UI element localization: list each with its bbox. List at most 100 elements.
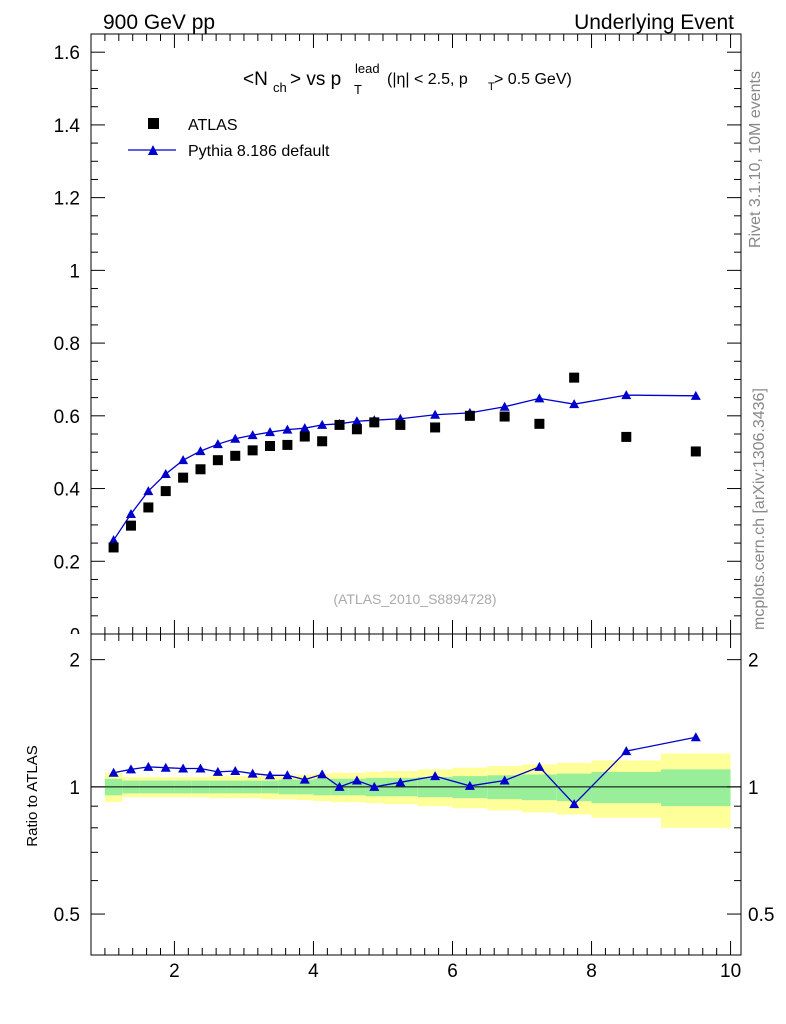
data-point [569, 372, 580, 383]
ratio-mc-point [108, 767, 119, 777]
ratio-y-tick-label-left: 0.5 [54, 905, 80, 926]
ratio-mc-point [351, 775, 362, 785]
ratio-mc-point [178, 763, 189, 773]
data-point [334, 419, 345, 430]
main-ytick-label-zero: 0 [70, 625, 80, 645]
mc-point [230, 433, 241, 443]
ratio-y-tick-label-right: 2 [748, 651, 759, 672]
data-point [351, 424, 362, 435]
legend: ATLAS Pythia 8.186 default [128, 117, 330, 160]
ratio-plot [91, 732, 741, 828]
mc-point [247, 430, 258, 440]
data-point [299, 431, 310, 442]
ratio-mc-point [534, 761, 545, 771]
ratio-y-tick-label-right: 0.5 [748, 905, 774, 926]
axes: 2 4 6 8 10 0.2 0.4 0.6 0.8 1 1.2 1.4 1.6 0.5 0.5 1 1 2 2 [54, 33, 774, 982]
mc-point [160, 469, 171, 478]
header-right: Underlying Event [574, 11, 734, 34]
ratio-mc-point [621, 746, 632, 756]
ratio-mc-point [334, 781, 345, 791]
title-cut-2: > 0.5 GeV) [494, 71, 572, 88]
mc-point [534, 393, 545, 403]
data-point [195, 464, 206, 475]
ratio-mc-point [430, 771, 441, 781]
analysis-id: (ATLAS_2010_S8894728) [333, 591, 496, 607]
x-tick-label: 2 [169, 961, 180, 982]
main-y-tick-label: 1.6 [54, 43, 80, 64]
ratio-mc-point [282, 770, 293, 780]
data-point [317, 436, 328, 447]
ratio-y-tick-label-left: 1 [69, 778, 80, 799]
data-point [464, 410, 475, 421]
ratio-mc-point [499, 775, 510, 785]
legend-data-label: ATLAS [188, 117, 238, 134]
ratio-mc-point [247, 768, 258, 778]
ratio-mc-point [212, 766, 223, 776]
ratio-mc-point [464, 780, 475, 790]
data-point [621, 431, 632, 442]
title-cut-sub: T [488, 81, 495, 93]
mc-point [282, 424, 293, 434]
ratio-mc-point [160, 762, 171, 772]
main-y-tick-label: 1.4 [54, 116, 81, 137]
title-cut-1: (|η| < 2.5, p [387, 71, 468, 88]
ratio-mc-point [690, 732, 701, 742]
ratio-ylabel: Ratio to ATLAS [24, 745, 41, 846]
data-point [212, 455, 223, 466]
ratio-mc-point [317, 769, 328, 779]
main-y-tick-label: 0.2 [54, 552, 80, 573]
ratio-mc-point [143, 761, 154, 771]
mc-point [317, 419, 328, 429]
plot-title: <N ch > vs p lead T (|η| < 2.5, p T > 0.… [243, 61, 572, 97]
mc-point [430, 409, 441, 419]
ratio-mc-point [569, 799, 580, 809]
ratio-y-tick-label-right: 1 [748, 778, 759, 799]
data-point [108, 542, 119, 553]
data-point [143, 502, 154, 513]
mc-point [351, 416, 362, 426]
ratio-mc-point [299, 774, 310, 784]
rivet-version-label: Rivet 3.1.10, 10M events [747, 71, 764, 248]
ratio-mc-line [113, 736, 696, 806]
ratio-mc-point [230, 766, 241, 776]
title-sup: lead [355, 61, 380, 76]
data-point [160, 486, 171, 497]
mc-point [299, 423, 310, 433]
data-point [178, 472, 189, 483]
ratio-band-inner [591, 771, 662, 804]
data-point [499, 411, 510, 422]
ratio-mc-point [395, 777, 406, 787]
mc-point [108, 535, 119, 545]
mc-point [569, 399, 580, 409]
header-left: 900 GeV pp [103, 11, 215, 34]
data-point [534, 418, 545, 429]
data-point [247, 445, 258, 456]
data-point [282, 439, 293, 450]
ratio-mc-point [195, 763, 206, 773]
ratio-mc-point [125, 764, 136, 774]
mc-point [125, 509, 136, 518]
mc-point [621, 390, 632, 400]
main-y-tick-label: 0.6 [54, 407, 80, 428]
ratio-mc-point [265, 770, 276, 780]
data-point [265, 441, 276, 451]
title-sub: T [354, 82, 362, 97]
legend-mc-label: Pythia 8.186 default [188, 143, 330, 160]
data-point [395, 419, 406, 430]
mcplots-label: mcplots.cern.ch [arXiv:1306.3436] [751, 388, 768, 630]
title-lhs: <N [243, 69, 268, 90]
mc-point [178, 455, 189, 465]
main-y-tick-label: 1 [69, 261, 80, 282]
data-point [430, 422, 441, 433]
mc-point [265, 427, 276, 437]
mc-point [143, 486, 154, 496]
x-tick-label: 4 [308, 961, 319, 982]
data-point [369, 417, 380, 428]
ratio-mc-point [369, 781, 380, 791]
data-point [230, 450, 241, 461]
x-tick-label: 8 [586, 961, 597, 982]
x-tick-label: 6 [447, 961, 458, 982]
x-tick-label: 10 [720, 961, 741, 982]
legend-data-marker [148, 118, 159, 129]
